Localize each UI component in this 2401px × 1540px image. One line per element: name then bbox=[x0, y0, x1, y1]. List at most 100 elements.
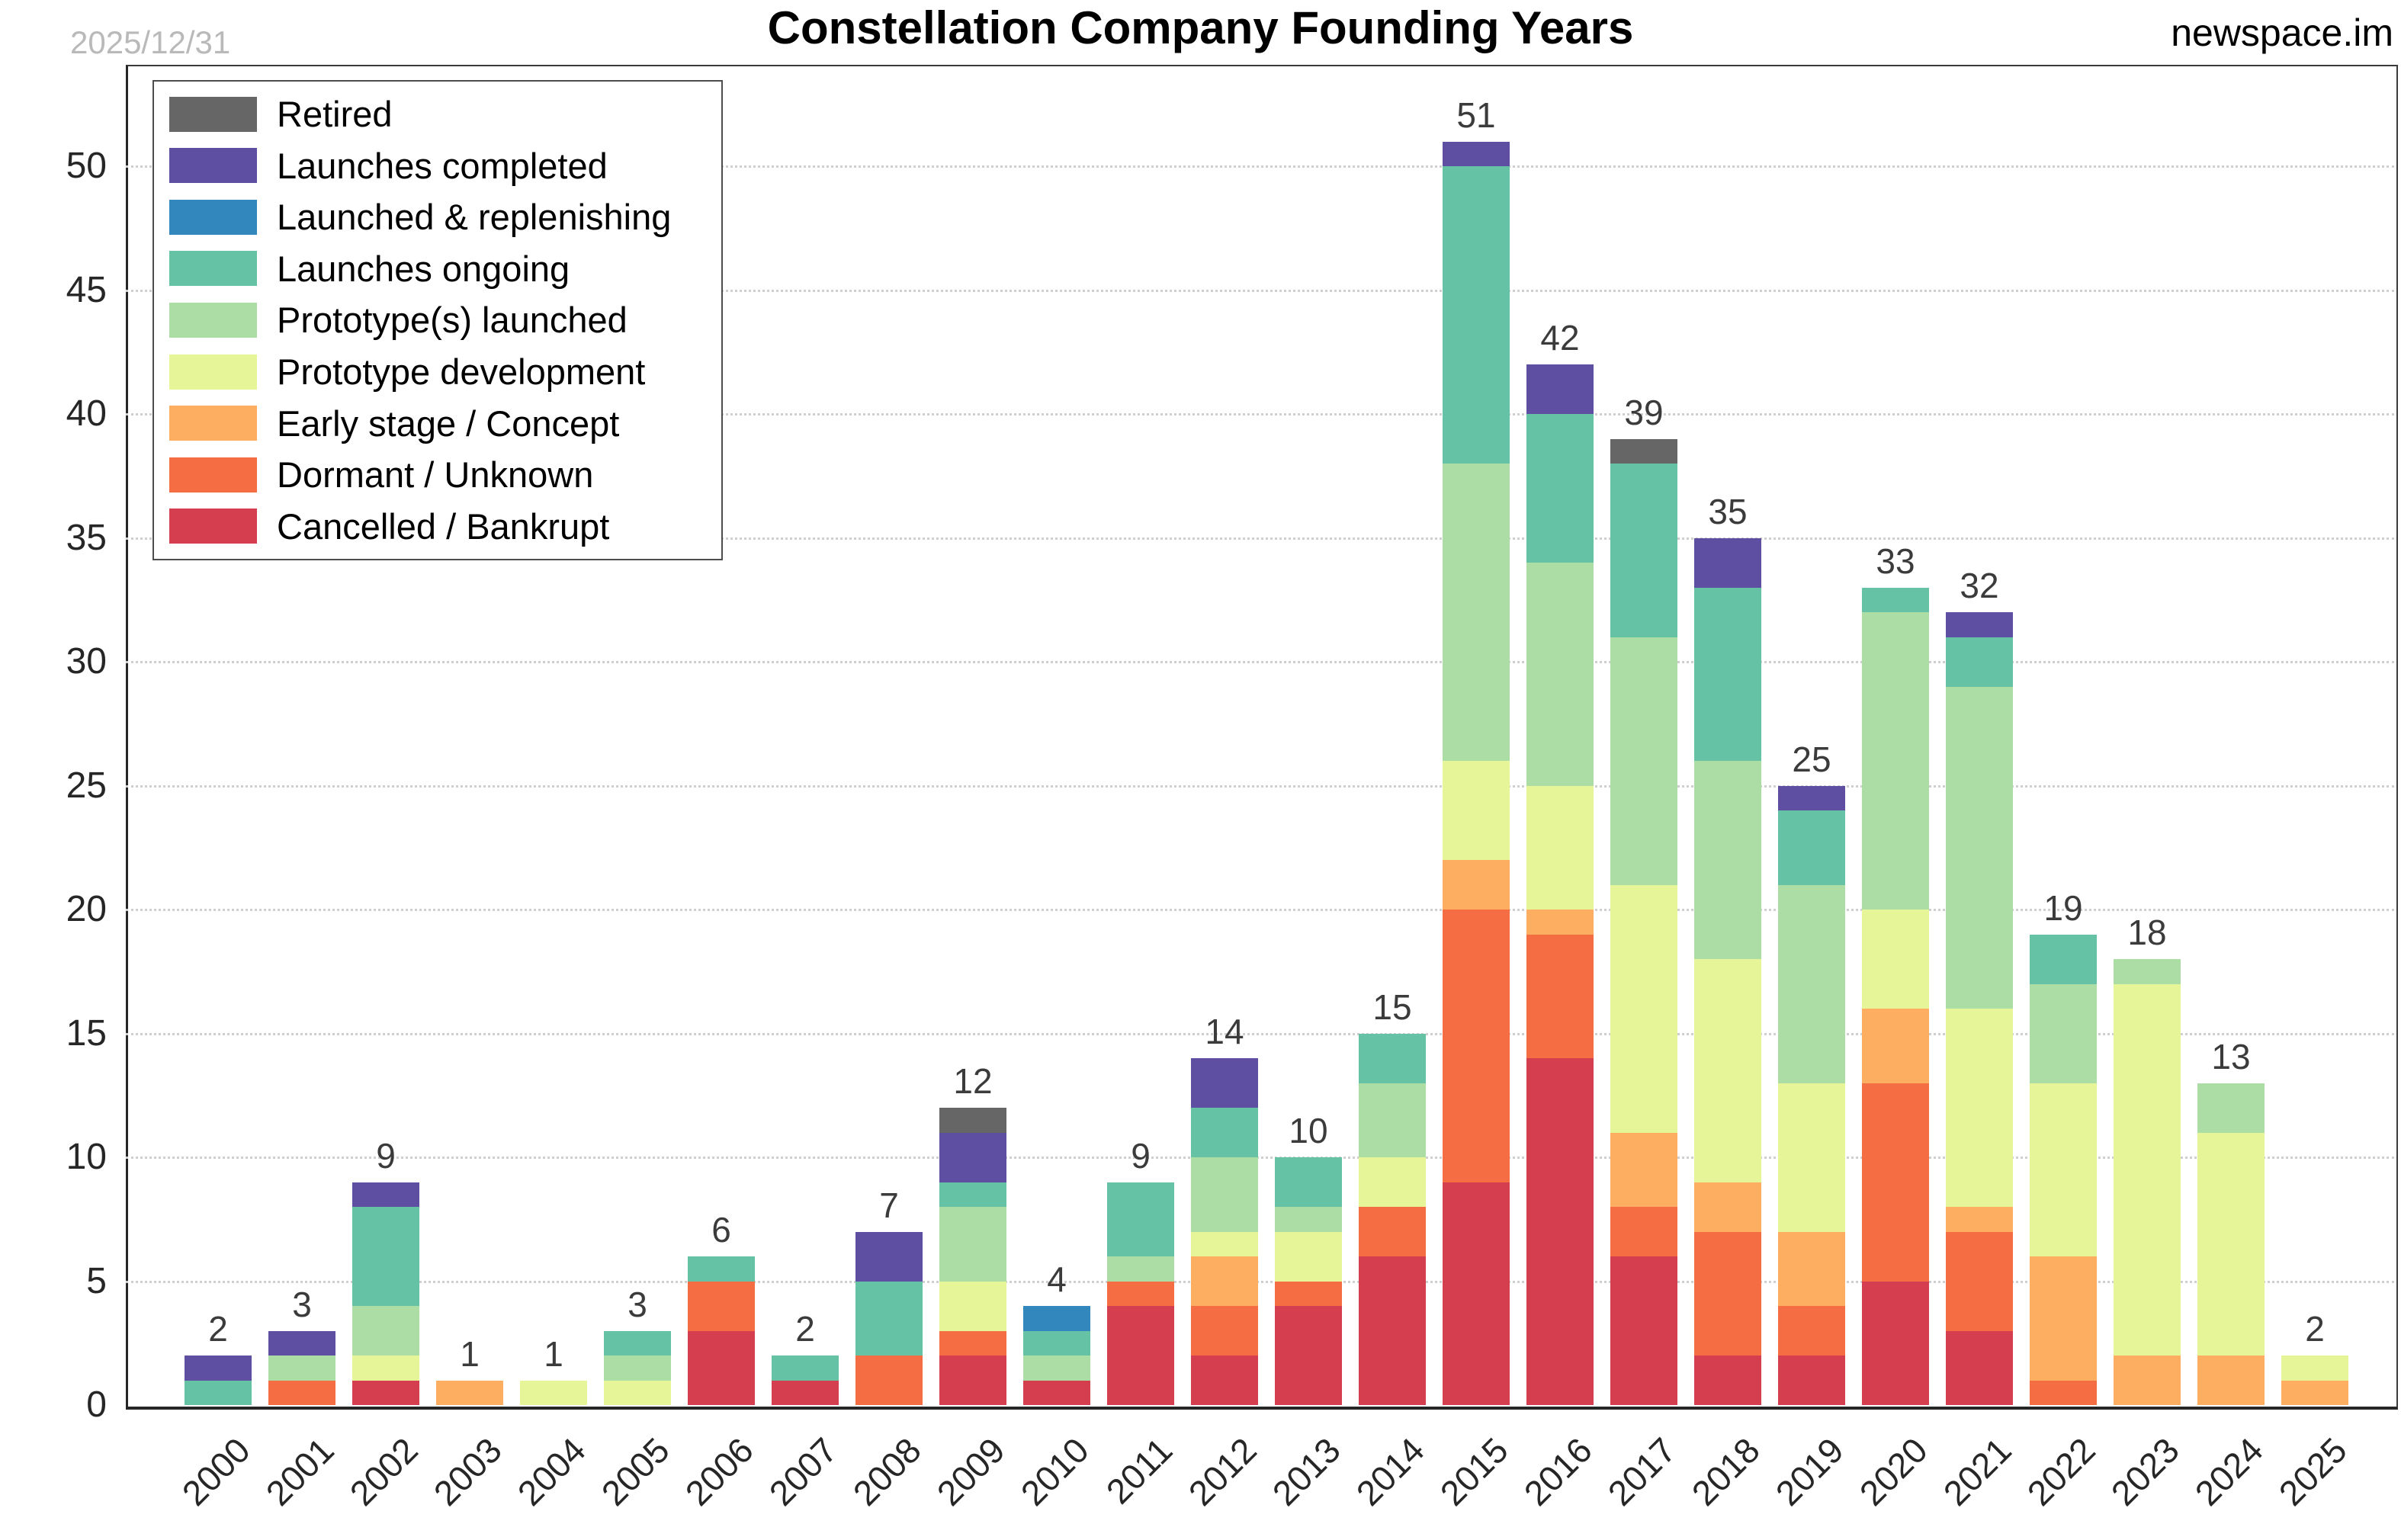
bar-segment-early-stage-concept bbox=[1862, 1009, 1929, 1083]
bar-total-label: 15 bbox=[1372, 987, 1412, 1027]
legend-item: Launches ongoing bbox=[169, 245, 721, 292]
bar-segment-prototype-s-launched bbox=[1107, 1256, 1174, 1282]
bar-segment-prototype-development bbox=[2197, 1132, 2265, 1356]
x-tick-label: 2021 bbox=[1935, 1429, 2019, 1513]
bar-segment-prototype-s-launched bbox=[939, 1207, 1006, 1282]
bar-total-label: 2 bbox=[795, 1309, 815, 1349]
bar-segment-prototype-development bbox=[2114, 983, 2181, 1356]
y-tick-label: 25 bbox=[66, 765, 107, 806]
gridline bbox=[126, 661, 2394, 663]
bar-segment-prototype-development bbox=[1610, 884, 1677, 1133]
x-tick-label: 2011 bbox=[1098, 1429, 1180, 1512]
bar-total-label: 1 bbox=[544, 1333, 563, 1374]
x-tick-label: 2006 bbox=[677, 1429, 761, 1513]
bar-segment-prototype-s-launched bbox=[2197, 1083, 2265, 1133]
legend-item: Launched & replenishing bbox=[169, 194, 721, 241]
bar-segment-launches-completed bbox=[268, 1330, 335, 1356]
x-tick-label: 2012 bbox=[1180, 1429, 1264, 1513]
x-tick-label: 2015 bbox=[1432, 1429, 1516, 1513]
bar-total-label: 33 bbox=[1876, 541, 1915, 581]
bar-segment-prototype-development bbox=[1191, 1231, 1258, 1256]
x-tick-label: 2004 bbox=[509, 1429, 593, 1513]
bar-segment-launches-completed bbox=[352, 1182, 419, 1207]
x-tick-label: 2013 bbox=[1264, 1429, 1348, 1513]
bar-segment-dormant-unknown bbox=[1946, 1231, 2013, 1331]
legend-label: Cancelled / Bankrupt bbox=[277, 505, 610, 547]
bar-segment-prototype-s-launched bbox=[1275, 1207, 1342, 1232]
bar-segment-launches-ongoing bbox=[1862, 587, 1929, 612]
chart-title: Constellation Company Founding Years bbox=[767, 2, 1634, 53]
bar-segment-launches-ongoing bbox=[604, 1330, 671, 1356]
bar-segment-cancelled-bankrupt bbox=[1946, 1330, 2013, 1405]
x-tick-label: 2020 bbox=[1851, 1429, 1935, 1513]
bar-total-label: 32 bbox=[1960, 566, 1999, 605]
bar-segment-prototype-s-launched bbox=[1526, 563, 1594, 786]
bar-segment-launches-completed bbox=[1191, 1058, 1258, 1108]
bar-total-label: 12 bbox=[953, 1061, 993, 1101]
legend-swatch-icon bbox=[169, 406, 257, 441]
bar-segment-prototype-s-launched bbox=[1443, 464, 1510, 761]
bar-segment-launches-ongoing bbox=[1526, 414, 1594, 563]
y-tick-label: 20 bbox=[66, 889, 107, 929]
bar-segment-cancelled-bankrupt bbox=[939, 1356, 1006, 1405]
bar-total-label: 35 bbox=[1708, 491, 1748, 531]
bar-segment-launches-ongoing bbox=[1359, 1033, 1426, 1083]
bar-segment-launches-completed bbox=[1778, 785, 1845, 810]
bar-segment-prototype-development bbox=[1275, 1231, 1342, 1282]
legend-swatch-icon bbox=[169, 509, 257, 544]
x-tick-label: 2018 bbox=[1684, 1429, 1767, 1513]
bar-segment-cancelled-bankrupt bbox=[772, 1380, 839, 1405]
gridline bbox=[126, 413, 2394, 415]
bar-segment-prototype-s-launched bbox=[604, 1356, 671, 1381]
bar-segment-dormant-unknown bbox=[1526, 934, 1594, 1058]
bar-segment-prototype-s-launched bbox=[1862, 612, 1929, 910]
bar-total-label: 3 bbox=[628, 1284, 647, 1324]
bar-segment-prototype-development bbox=[939, 1281, 1006, 1331]
legend-item: Early stage / Concept bbox=[169, 399, 721, 447]
bar-total-label: 10 bbox=[1289, 1111, 1328, 1150]
legend-item: Prototype(s) launched bbox=[169, 297, 721, 344]
bar-segment-prototype-s-launched bbox=[1946, 686, 2013, 1009]
bar-segment-launches-completed bbox=[1694, 537, 1761, 588]
x-tick-label: 2008 bbox=[845, 1429, 929, 1513]
bar-total-label: 3 bbox=[292, 1284, 312, 1324]
bar-segment-dormant-unknown bbox=[855, 1356, 923, 1405]
bar-segment-early-stage-concept bbox=[1778, 1231, 1845, 1306]
bar-segment-early-stage-concept bbox=[2114, 1356, 2181, 1405]
bar-segment-retired bbox=[1610, 438, 1677, 464]
bar-segment-prototype-development bbox=[1778, 1083, 1845, 1232]
bar-segment-launches-completed bbox=[939, 1132, 1006, 1182]
legend-item: Retired bbox=[169, 91, 721, 138]
y-tick-label: 45 bbox=[66, 269, 107, 310]
bar-segment-prototype-s-launched bbox=[352, 1306, 419, 1356]
bar-segment-dormant-unknown bbox=[1191, 1306, 1258, 1356]
bar-segment-launches-ongoing bbox=[1107, 1182, 1174, 1256]
bar-segment-launches-ongoing bbox=[1778, 810, 1845, 885]
y-tick-label: 0 bbox=[86, 1384, 107, 1425]
bar-segment-cancelled-bankrupt bbox=[1107, 1306, 1174, 1405]
x-tick-label: 2017 bbox=[1600, 1429, 1684, 1513]
legend-swatch-icon bbox=[169, 199, 257, 235]
bar-segment-launches-ongoing bbox=[1023, 1330, 1090, 1356]
bar-segment-prototype-s-launched bbox=[1610, 637, 1677, 885]
bar-segment-early-stage-concept bbox=[1191, 1256, 1258, 1306]
legend-item: Launches completed bbox=[169, 142, 721, 189]
bar-segment-launches-ongoing bbox=[772, 1356, 839, 1381]
bar-segment-prototype-s-launched bbox=[1023, 1356, 1090, 1381]
bar-segment-prototype-development bbox=[1526, 785, 1594, 910]
legend-label: Launches ongoing bbox=[277, 248, 570, 289]
bar-segment-launches-ongoing bbox=[1443, 166, 1510, 464]
bar-segment-launches-ongoing bbox=[1610, 464, 1677, 637]
bar-segment-early-stage-concept bbox=[1526, 910, 1594, 935]
x-tick-label: 2002 bbox=[342, 1429, 425, 1513]
bar-segment-launches-ongoing bbox=[1946, 637, 2013, 687]
bar-segment-launches-ongoing bbox=[939, 1182, 1006, 1207]
bar-segment-launches-ongoing bbox=[2030, 934, 2097, 984]
legend-swatch-icon bbox=[169, 96, 257, 132]
bar-segment-cancelled-bankrupt bbox=[1610, 1256, 1677, 1405]
y-tick-label: 35 bbox=[66, 517, 107, 558]
bar-segment-cancelled-bankrupt bbox=[352, 1380, 419, 1405]
bar-segment-prototype-development bbox=[520, 1380, 587, 1405]
bar-segment-prototype-s-launched bbox=[1778, 884, 1845, 1083]
bar-segment-early-stage-concept bbox=[436, 1380, 503, 1405]
